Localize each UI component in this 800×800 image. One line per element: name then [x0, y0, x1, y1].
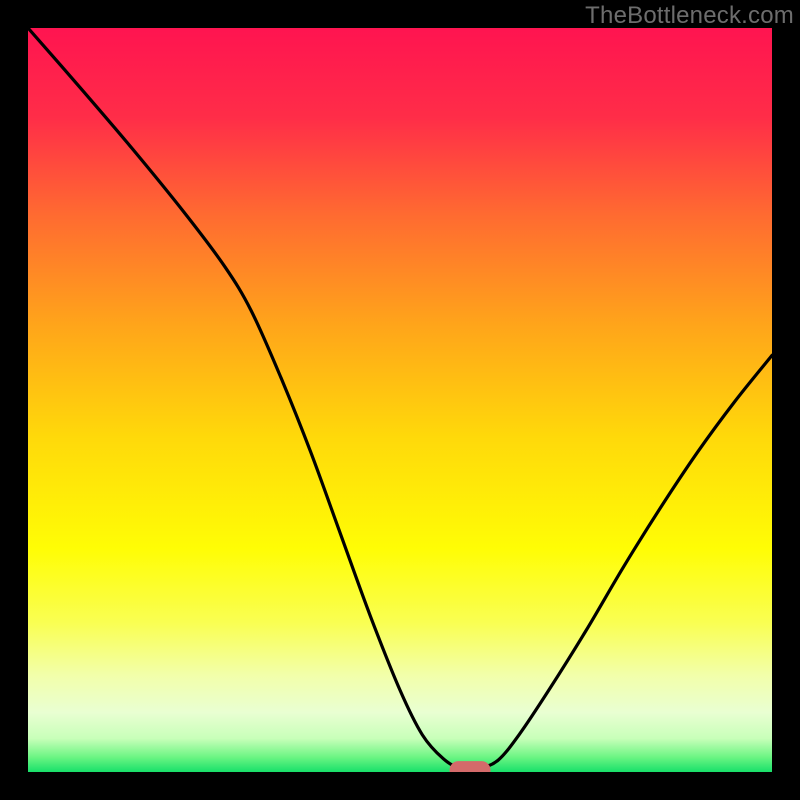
plot-area: [28, 28, 772, 772]
watermark-text: TheBottleneck.com: [585, 2, 794, 30]
chart-stage: TheBottleneck.com: [0, 0, 800, 800]
curve-layer: [28, 28, 772, 772]
bottleneck-curve: [28, 28, 772, 769]
optimum-marker: [449, 761, 490, 772]
